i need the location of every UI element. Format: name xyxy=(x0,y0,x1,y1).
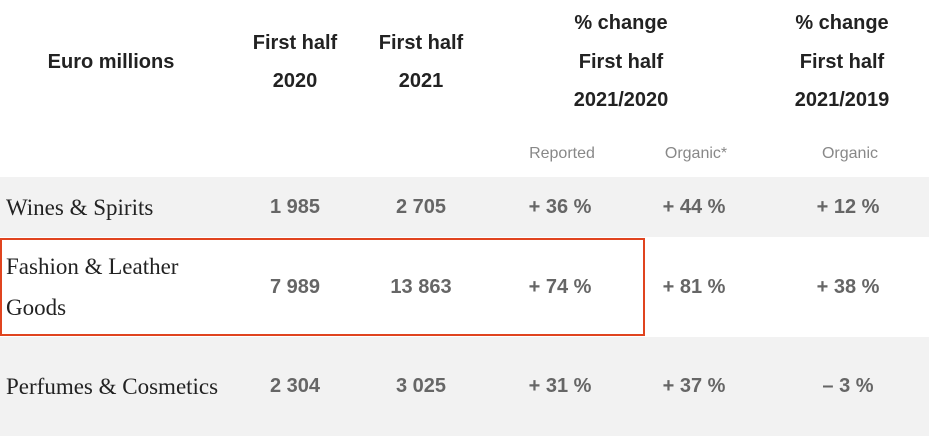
cell-value: 2 705 xyxy=(395,195,447,218)
column-header: First half xyxy=(378,31,464,54)
row-label: Perfumes & Cosmetics xyxy=(6,374,219,399)
cell-value: + 38 % xyxy=(816,275,880,298)
cell-value: + 31 % xyxy=(528,375,592,397)
column-header: First half xyxy=(799,50,885,73)
highlight-box xyxy=(0,238,645,336)
cell-value: 2 304 xyxy=(269,375,321,397)
column-header: Euro millions xyxy=(47,50,175,73)
column-header: % change xyxy=(574,12,668,35)
row-background xyxy=(0,337,929,436)
column-header: 2021/2020 xyxy=(573,89,669,112)
sub-header: Organic* xyxy=(664,145,728,162)
column-header: 2021 xyxy=(398,70,444,92)
column-header: 2021/2019 xyxy=(794,89,890,112)
cell-value: 7 989 xyxy=(269,275,321,298)
cell-value: + 12 % xyxy=(816,195,880,218)
cell-value: 3 025 xyxy=(395,375,447,397)
cell-value: 13 863 xyxy=(390,275,452,298)
cell-value: + 81 % xyxy=(662,275,726,298)
sub-header: Reported xyxy=(529,145,595,162)
sub-header: Organic xyxy=(821,145,879,162)
cell-value: + 37 % xyxy=(662,375,726,397)
row-label: Fashion & Leather Goods xyxy=(6,254,179,320)
cell-value: + 36 % xyxy=(528,195,592,218)
column-header: % change xyxy=(795,12,889,35)
cell-value: 1 985 xyxy=(269,195,321,218)
column-header: First half xyxy=(578,50,664,73)
cell-value: + 44 % xyxy=(662,195,726,218)
column-header: First half xyxy=(252,31,338,54)
cell-value: – 3 % xyxy=(822,375,874,397)
row-background xyxy=(0,177,929,237)
column-header: 2020 xyxy=(272,70,318,92)
cell-value: + 74 % xyxy=(528,275,592,298)
row-label: Wines & Spirits xyxy=(6,194,154,220)
